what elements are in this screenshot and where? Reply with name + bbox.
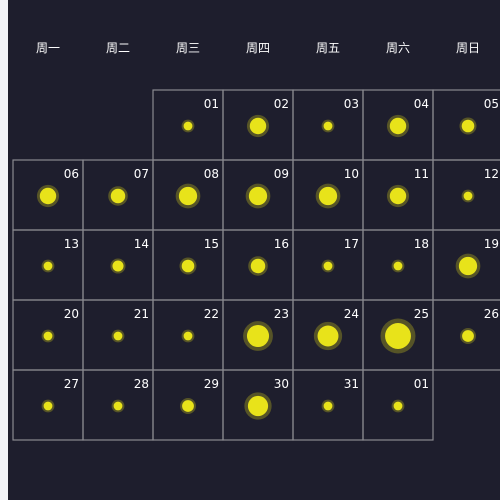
day-number-label: 28 <box>134 377 149 391</box>
day-point <box>178 186 198 206</box>
day-point <box>249 117 267 135</box>
day-number-label: 15 <box>204 237 219 251</box>
day-number-label: 30 <box>274 377 289 391</box>
day-number-label: 07 <box>134 167 149 181</box>
day-number-label: 22 <box>204 307 219 321</box>
day-point <box>183 121 193 131</box>
day-point <box>113 331 123 341</box>
day-point <box>323 121 333 131</box>
day-point <box>182 400 194 412</box>
day-point <box>43 261 53 271</box>
day-number-label: 19 <box>484 237 499 251</box>
day-number-label: 06 <box>64 167 79 181</box>
day-point <box>248 186 268 206</box>
day-point <box>318 186 338 206</box>
day-number-label: 20 <box>64 307 79 321</box>
day-point <box>113 401 123 411</box>
weekday-label: 周四 <box>246 41 270 55</box>
day-point <box>389 187 407 205</box>
day-point <box>183 331 193 341</box>
day-number-label: 02 <box>274 97 289 111</box>
day-number-label: 04 <box>414 97 429 111</box>
day-number-label: 01 <box>204 97 219 111</box>
day-point <box>246 324 270 348</box>
day-point <box>43 401 53 411</box>
day-number-label: 25 <box>414 307 429 321</box>
day-point <box>462 330 474 342</box>
day-number-label: 23 <box>274 307 289 321</box>
day-number-label: 14 <box>134 237 149 251</box>
day-point <box>39 187 57 205</box>
day-number-label: 01 <box>414 377 429 391</box>
day-point <box>323 261 333 271</box>
day-number-label: 11 <box>414 167 429 181</box>
day-number-label: 13 <box>64 237 79 251</box>
day-number-label: 21 <box>134 307 149 321</box>
day-number-label: 10 <box>344 167 359 181</box>
day-number-label: 31 <box>344 377 359 391</box>
day-number-label: 26 <box>484 307 499 321</box>
weekday-label: 周日 <box>456 41 480 55</box>
day-labels: 01 02 03 04 05 06 07 08 09 10 11 12 13 14 15 16 17 18 19 20… <box>64 97 499 391</box>
day-number-label: 16 <box>274 237 289 251</box>
calendar-cell <box>432 299 500 371</box>
day-point <box>112 260 124 272</box>
scatter-points <box>36 114 481 420</box>
weekday-label: 周六 <box>386 41 410 55</box>
weekday-label: 周二 <box>106 41 130 55</box>
day-point <box>323 401 333 411</box>
weekday-label: 周三 <box>176 41 200 55</box>
day-number-label: 05 <box>484 97 499 111</box>
day-point <box>247 395 269 417</box>
day-point <box>393 261 403 271</box>
day-point <box>461 119 475 133</box>
day-number-label: 03 <box>344 97 359 111</box>
day-point <box>463 191 473 201</box>
calendar-grid <box>12 89 500 441</box>
day-point <box>181 259 195 273</box>
day-point <box>250 258 266 274</box>
weekday-label: 周五 <box>316 41 340 55</box>
calendar-chart: 周一 周二 周三 周四 周五 周六 周日 01 02 03 04 05 06 07 08 09 10 11 12 1… <box>8 0 500 500</box>
day-number-label: 24 <box>344 307 359 321</box>
day-point <box>317 325 339 347</box>
day-point <box>110 188 126 204</box>
weekday-label: 周一 <box>36 41 60 55</box>
day-number-label: 09 <box>274 167 289 181</box>
day-number-label: 27 <box>64 377 79 391</box>
day-number-label: 29 <box>204 377 219 391</box>
day-number-label: 12 <box>484 167 499 181</box>
day-number-label: 17 <box>344 237 359 251</box>
day-number-label: 18 <box>414 237 429 251</box>
day-point <box>389 117 407 135</box>
day-point <box>385 323 411 349</box>
day-number-label: 08 <box>204 167 219 181</box>
day-point <box>43 331 53 341</box>
day-point <box>458 256 478 276</box>
calendar-svg: 周一 周二 周三 周四 周五 周六 周日 01 02 03 04 05 06 07 08 09 10 11 12 1… <box>12 41 500 441</box>
day-point <box>393 401 403 411</box>
weekday-header: 周一 周二 周三 周四 周五 周六 周日 <box>36 41 480 55</box>
calendar-cell <box>362 369 434 441</box>
